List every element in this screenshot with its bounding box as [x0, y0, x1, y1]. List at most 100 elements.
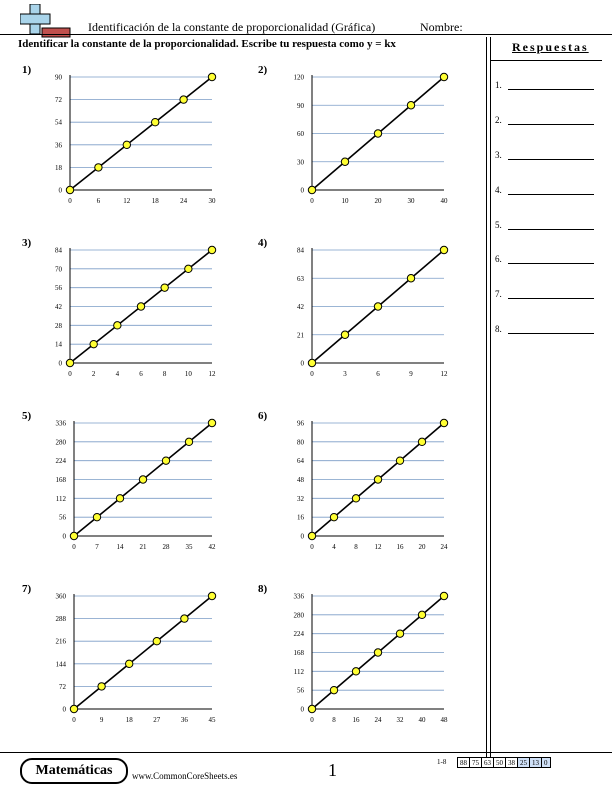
data-point [151, 118, 160, 127]
y-tick-label: 32 [297, 495, 305, 503]
x-tick-label: 18 [152, 197, 160, 204]
y-tick-label: 360 [56, 593, 67, 601]
y-tick-label: 216 [56, 638, 67, 646]
problem-number: 5) [22, 410, 32, 422]
y-tick-label: 54 [55, 119, 63, 127]
data-point [329, 512, 339, 522]
x-tick-label: 3 [343, 370, 347, 377]
y-tick-label: 336 [294, 593, 305, 601]
problem-number: 8) [258, 583, 268, 595]
score-cell: 88 [457, 757, 470, 768]
data-point [207, 591, 217, 601]
data-point [406, 274, 416, 283]
data-point [340, 330, 350, 339]
answer-input-line[interactable] [508, 298, 594, 299]
data-point [439, 418, 449, 428]
answer-label: 5. [495, 220, 502, 230]
y-tick-label: 48 [297, 476, 305, 484]
x-tick-label: 20 [375, 197, 383, 204]
y-tick-label: 70 [55, 265, 63, 273]
header-rule [0, 34, 612, 35]
brand-badge: Matemáticas [20, 758, 128, 784]
x-tick-label: 12 [441, 370, 449, 377]
answer-input-line[interactable] [508, 263, 594, 264]
answers-rule [490, 60, 602, 61]
x-tick-label: 42 [209, 543, 217, 550]
answer-label: 8. [495, 324, 502, 334]
x-tick-label: 4 [116, 370, 120, 377]
x-tick-label: 9 [409, 370, 413, 377]
y-tick-label: 56 [59, 514, 67, 522]
y-tick-label: 0 [59, 360, 63, 368]
y-tick-label: 42 [297, 303, 305, 311]
y-tick-label: 16 [297, 514, 305, 522]
score-range-label: 1-8 [437, 758, 447, 766]
y-tick-label: 64 [297, 457, 305, 465]
answer-input-line[interactable] [508, 229, 594, 230]
x-tick-label: 8 [163, 370, 167, 377]
data-point [439, 72, 449, 82]
problem-number: 7) [22, 583, 32, 595]
score-cell: 25 [517, 757, 530, 768]
proportional-line [69, 76, 213, 191]
answer-label: 6. [495, 254, 502, 264]
answer-input-line[interactable] [508, 194, 594, 195]
x-tick-label: 20 [419, 543, 427, 550]
x-tick-label: 21 [140, 543, 148, 550]
x-tick-label: 24 [180, 197, 188, 204]
x-tick-label: 0 [68, 197, 72, 204]
data-point [395, 629, 405, 638]
data-point [115, 494, 125, 503]
y-tick-label: 36 [55, 141, 63, 149]
x-tick-label: 45 [209, 716, 217, 723]
y-tick-label: 80 [297, 438, 305, 446]
proportional-line [73, 595, 213, 710]
proportional-graph: 0 8 16 24 32 40 48 0 56 112 168 224 280 336 [294, 591, 449, 723]
y-tick-label: 0 [301, 360, 305, 368]
answer-label: 4. [495, 185, 502, 195]
x-tick-label: 0 [310, 716, 314, 723]
x-tick-label: 0 [68, 370, 72, 377]
y-tick-label: 168 [56, 476, 67, 484]
proportional-graph: 0 6 12 18 24 30 0 18 36 54 72 90 [55, 72, 217, 204]
problem-number: 4) [258, 237, 268, 249]
answer-label: 7. [495, 289, 502, 299]
answers-title: Respuestas [512, 40, 589, 54]
answer-input-line[interactable] [508, 124, 594, 125]
answer-input-line[interactable] [508, 159, 594, 160]
data-point [65, 358, 75, 368]
answer-input-line[interactable] [508, 333, 594, 334]
name-label: Nombre: [420, 20, 463, 34]
data-point [307, 531, 317, 541]
x-tick-label: 0 [72, 543, 76, 550]
data-point [207, 245, 217, 255]
score-cell: 75 [469, 757, 482, 768]
y-tick-label: 168 [294, 649, 305, 657]
x-tick-label: 0 [72, 716, 76, 723]
x-tick-label: 9 [100, 716, 104, 723]
x-tick-label: 40 [419, 716, 427, 723]
data-point [340, 157, 350, 166]
data-point [373, 302, 383, 311]
x-tick-label: 36 [181, 716, 189, 723]
x-tick-label: 16 [353, 716, 361, 723]
x-tick-label: 0 [310, 543, 314, 550]
y-tick-label: 96 [297, 420, 305, 428]
x-tick-label: 12 [123, 197, 131, 204]
y-tick-label: 14 [55, 341, 63, 349]
y-tick-label: 120 [294, 74, 305, 82]
proportional-graph: 0 3 6 9 12 0 21 42 63 84 [297, 245, 449, 377]
y-tick-label: 0 [301, 187, 305, 195]
x-tick-label: 10 [342, 197, 350, 204]
y-tick-label: 0 [63, 533, 67, 541]
data-point [94, 163, 103, 172]
y-tick-label: 224 [294, 630, 305, 638]
data-point [69, 531, 79, 541]
data-point [307, 185, 317, 195]
data-point [152, 637, 162, 646]
data-point [329, 685, 339, 695]
y-tick-label: 30 [297, 158, 305, 166]
answer-input-line[interactable] [508, 89, 594, 90]
data-point [207, 418, 217, 428]
